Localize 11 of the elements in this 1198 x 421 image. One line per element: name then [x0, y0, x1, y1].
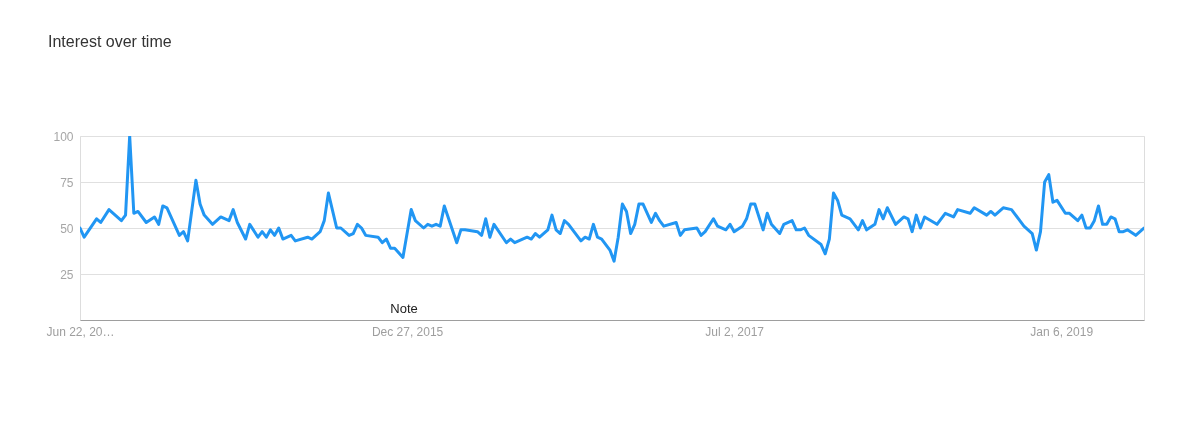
x-tick-label: Dec 27, 2015: [371, 324, 444, 339]
x-tick-label: Jan 6, 2019: [1030, 324, 1094, 339]
line-series: [80, 136, 1144, 263]
x-tick-label: Jun 22, 20…: [46, 324, 115, 339]
y-tick-label: 50: [60, 221, 74, 236]
chart-title: Interest over time: [48, 33, 172, 50]
y-tick-label: 100: [53, 129, 74, 144]
y-tick-label: 25: [60, 267, 74, 282]
x-tick-label: Jul 2, 2017: [705, 324, 765, 339]
annotation: Note: [390, 301, 418, 316]
y-tick-label: 75: [60, 175, 74, 190]
